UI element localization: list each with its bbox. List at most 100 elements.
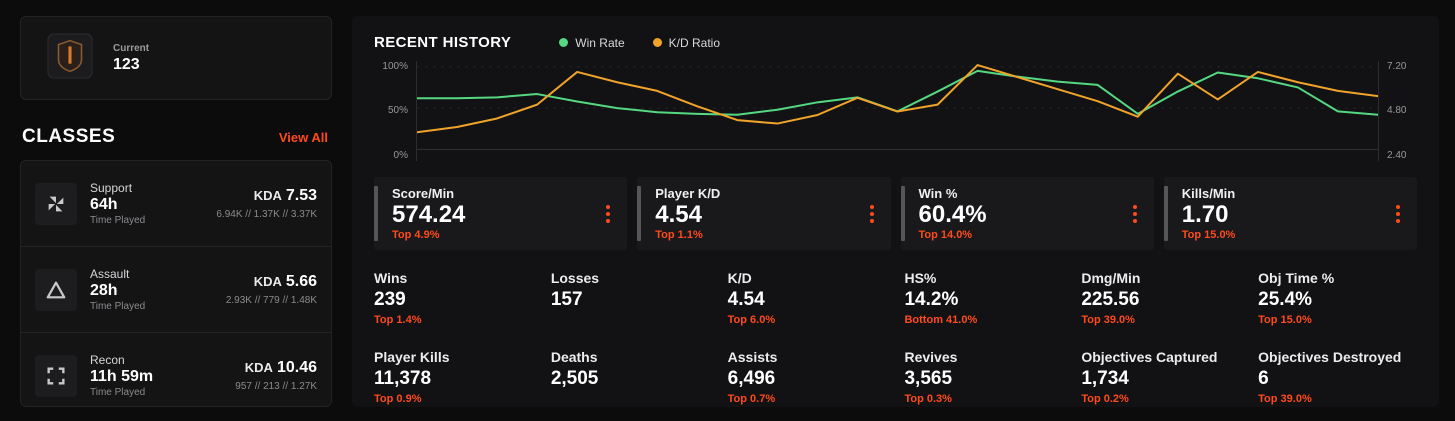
kda-value: 5.66 — [285, 273, 317, 290]
card-accent-bar — [900, 185, 905, 242]
chart-left-axis: 100% 50% 0% — [374, 61, 408, 161]
kda-label: KDA — [253, 274, 282, 289]
stat-value: 239 — [374, 289, 406, 311]
stat-card-win-pct: Win % 60.4% Top 14.0% — [900, 176, 1154, 251]
class-time-label: Time Played — [90, 387, 146, 398]
axis-tick: 7.20 — [1387, 61, 1407, 72]
legend-win-rate[interactable]: Win Rate — [559, 36, 625, 50]
classes-header: CLASSES View All — [22, 126, 328, 148]
stat-value: 25.4% — [1258, 289, 1313, 311]
stat-rank — [551, 314, 710, 327]
view-all-link[interactable]: View All — [278, 130, 328, 145]
support-class-icon — [35, 182, 77, 225]
stat-value: 1,734 — [1081, 368, 1129, 390]
stat-rank: Top 6.0% — [727, 314, 776, 327]
stat-cell-hs-pct: HS% 14.2% Bottom 41.0% — [904, 270, 1063, 327]
class-row-assault[interactable]: Assault 28h Time Played KDA 5.66 2.93K //… — [21, 246, 331, 332]
stat-card-value: 60.4% — [918, 200, 987, 228]
stat-card-label: Win % — [918, 185, 958, 201]
stat-label: HS% — [904, 270, 937, 287]
axis-tick: 50% — [387, 105, 408, 117]
rank-label: Current — [113, 42, 150, 54]
card-body: Kills/Min 1.70 Top 15.0% — [1182, 186, 1236, 241]
axis-tick: 4.80 — [1387, 105, 1407, 117]
stat-value: 2,505 — [550, 368, 599, 390]
stat-cell-dmg-min: Dmg/Min 225.56 Top 39.0% — [1081, 270, 1240, 327]
stat-cell-objectives-destroyed: Objectives Destroyed 6 Top 39.0% — [1258, 349, 1417, 406]
rank-value: 123 — [113, 55, 140, 73]
stat-rank — [551, 393, 710, 406]
classes-card: Support 64h Time Played KDA 7.53 6.94K //… — [20, 160, 332, 407]
stat-label: Assists — [727, 349, 778, 366]
class-kda: KDA 5.66 2.93K // 779 // 1.48K — [226, 273, 317, 306]
stat-card-value: 1.70 — [1181, 200, 1229, 228]
win-rate-dot-icon — [559, 38, 569, 47]
kebab-menu-icon[interactable] — [601, 200, 615, 228]
stat-card-value: 574.24 — [392, 200, 466, 228]
legend-label: K/D Ratio — [668, 35, 721, 50]
stat-label: Deaths — [550, 349, 598, 366]
kebab-menu-icon[interactable] — [865, 200, 879, 228]
stat-cards-row: Score/Min 574.24 Top 4.9% Player K/D 4.5… — [374, 176, 1417, 251]
class-kda: KDA 10.46 957 // 213 // 1.27K — [235, 359, 317, 392]
stat-label: Player Kills — [374, 349, 450, 366]
class-time: 64h — [90, 196, 118, 213]
kebab-menu-icon[interactable] — [1128, 200, 1142, 228]
card-body: Score/Min 574.24 Top 4.9% — [392, 186, 465, 241]
stat-label: Objectives Captured — [1081, 349, 1218, 366]
history-chart: 100% 50% 0% 7.20 4.80 2.40 — [374, 61, 1417, 161]
axis-tick: 0% — [393, 149, 408, 161]
class-time: 28h — [90, 282, 118, 299]
stat-card-score-min: Score/Min 574.24 Top 4.9% — [374, 176, 628, 251]
stat-label: Wins — [374, 270, 408, 287]
stat-label: Revives — [904, 349, 958, 366]
kda-detail: 957 // 213 // 1.27K — [235, 381, 317, 392]
stat-card-player-kd: Player K/D 4.54 Top 1.1% — [637, 176, 891, 251]
stat-cell-player-kills: Player Kills 11,378 Top 0.9% — [374, 349, 533, 406]
class-kda: KDA 7.53 6.94K // 1.37K // 3.37K — [216, 187, 317, 220]
stat-cell-revives: Revives 3,565 Top 0.3% — [904, 349, 1063, 406]
stat-rank: Top 0.2% — [1081, 393, 1129, 406]
class-info: Support 64h Time Played — [90, 181, 203, 226]
stat-card-label: Score/Min — [392, 185, 455, 201]
stat-value: 14.2% — [904, 289, 959, 311]
card-body: Player K/D 4.54 Top 1.1% — [655, 186, 720, 241]
stat-rank: Top 15.0% — [1258, 314, 1312, 327]
stat-label: Objectives Destroyed — [1258, 349, 1402, 366]
sidebar: Current 123 CLASSES View All Support 64h — [20, 16, 332, 407]
stat-cell-kd: K/D 4.54 Top 6.0% — [728, 270, 887, 327]
chart-right-axis: 7.20 4.80 2.40 — [1387, 61, 1417, 161]
class-name: Support — [90, 181, 133, 195]
stat-card-rank: Top 4.9% — [392, 229, 440, 242]
stat-cell-assists: Assists 6,496 Top 0.7% — [728, 349, 887, 406]
kebab-menu-icon[interactable] — [1391, 200, 1405, 228]
stat-label: K/D — [727, 270, 752, 287]
kd-ratio-dot-icon — [652, 38, 662, 47]
stat-card-rank: Top 14.0% — [918, 229, 973, 242]
stat-value: 4.54 — [727, 289, 765, 311]
stat-cell-deaths: Deaths 2,505 — [551, 349, 710, 406]
class-info: Assault 28h Time Played — [90, 267, 213, 312]
rank-card: Current 123 — [20, 16, 332, 100]
class-row-support[interactable]: Support 64h Time Played KDA 7.53 6.94K //… — [21, 161, 331, 246]
class-time-label: Time Played — [90, 215, 146, 226]
recon-class-icon — [35, 354, 77, 397]
kda-value: 7.53 — [285, 187, 317, 204]
rank-info: Current 123 — [113, 43, 149, 74]
stat-cell-wins: Wins 239 Top 1.4% — [374, 270, 533, 327]
axis-tick: 100% — [382, 61, 408, 72]
kda-detail: 2.93K // 779 // 1.48K — [225, 295, 317, 306]
stat-rank: Top 0.3% — [904, 393, 952, 406]
stat-cell-objectives-captured: Objectives Captured 1,734 Top 0.2% — [1081, 349, 1240, 406]
legend-kd-ratio[interactable]: K/D Ratio — [652, 35, 721, 50]
recent-history-title: RECENT HISTORY — [374, 34, 512, 51]
class-row-recon[interactable]: Recon 11h 59m Time Played KDA 10.46 957 /… — [21, 332, 331, 406]
stat-card-value: 4.54 — [655, 200, 702, 228]
stat-value: 225.56 — [1081, 289, 1140, 311]
stat-rank: Bottom 41.0% — [904, 314, 978, 327]
class-name: Recon — [90, 353, 125, 367]
stat-card-label: Player K/D — [655, 185, 721, 201]
stat-rank: Top 1.4% — [374, 314, 422, 327]
stat-cell-losses: Losses 157 — [551, 270, 710, 327]
